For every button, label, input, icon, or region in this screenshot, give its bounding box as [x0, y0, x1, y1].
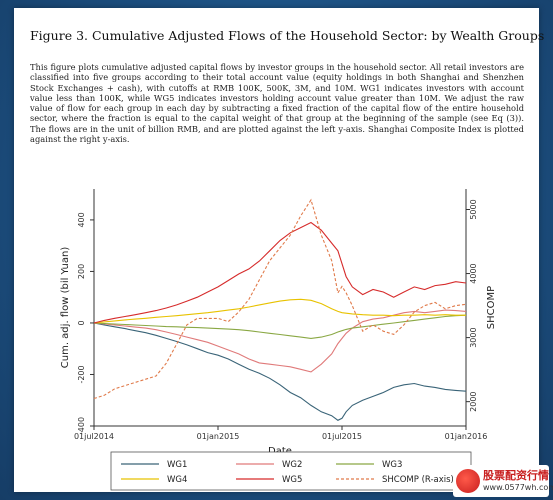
x-tick-label: 01jan2015	[197, 432, 240, 441]
watermark-logo-icon	[456, 469, 480, 493]
series-line-shcomp-r-axis	[93, 198, 467, 400]
paper-page: Figure 3. Cumulative Adjusted Flows of t…	[14, 8, 545, 492]
y-tick-label: 200	[77, 264, 86, 279]
legend-label: SHCOMP (R-axis)	[382, 475, 454, 485]
y-tick-label: 400	[77, 212, 86, 227]
y-tick-label: 0	[77, 320, 86, 325]
y-axis-label: Cum. adj. flow (bil Yuan)	[60, 247, 71, 369]
legend-label: WG1	[167, 460, 187, 470]
watermark: 股票配资行情 www.0577wh.com	[453, 465, 553, 497]
y2-tick-label: 4000	[469, 263, 478, 283]
y2-tick-label: 3000	[469, 327, 478, 347]
legend-label: WG4	[167, 475, 187, 485]
series-line-wg5	[93, 221, 467, 324]
watermark-url: www.0577wh.com	[483, 483, 553, 492]
legend-label: WG3	[382, 460, 402, 470]
series-line-wg4	[93, 298, 466, 324]
y2-axis-label: SHCOMP	[486, 286, 497, 329]
watermark-title: 股票配资行情	[483, 469, 549, 482]
series-line-wg2	[93, 309, 467, 373]
line-chart: -400 -200 0 200 400 2000 3000 4000 5000 01jul2014…	[60, 189, 497, 491]
y-tick-label: -400	[77, 417, 86, 435]
y-tick-label: -200	[77, 365, 86, 383]
y2-tick-label: 5000	[469, 199, 478, 219]
x-tick-label: 01jul2014	[74, 432, 114, 441]
series-line-wg1	[93, 322, 467, 421]
figure-title: Figure 3. Cumulative Adjusted Flows of t…	[30, 28, 545, 43]
legend-label: WG2	[282, 460, 302, 470]
x-tick-label: 01jan2016	[445, 432, 488, 441]
x-axis-label: Date	[268, 446, 292, 457]
series-line-wg3	[93, 314, 467, 339]
y2-tick-label: 2000	[469, 391, 478, 411]
figure-caption: This figure plots cumulative adjusted ca…	[30, 62, 524, 145]
x-tick-label: 01jul2015	[322, 432, 362, 441]
legend-label: WG5	[282, 475, 302, 485]
